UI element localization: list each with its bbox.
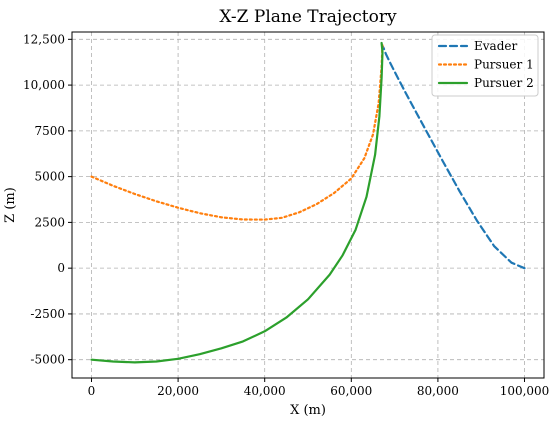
x-tick-label: 80,000 (417, 384, 459, 398)
legend-box (431, 34, 539, 97)
y-axis-label: Z (m) (3, 187, 18, 223)
y-tick-label: 7500 (34, 124, 65, 138)
axis-ticks: 0 20,000 40,000 60,000 80,000 100,000 -5000 -25… (23, 32, 549, 398)
plot-frame (71, 31, 545, 379)
legend: Evader Pursuer 1 Pursuer 2 (431, 34, 539, 97)
x-tick-label: 20,000 (157, 384, 199, 398)
x-tick-label: 100,000 (500, 384, 550, 398)
x-tick-label: 0 (88, 384, 96, 398)
series-lines (90, 41, 526, 364)
legend-label: Evader (474, 39, 517, 53)
legend-label: Pursuer 2 (474, 76, 534, 90)
x-tick-label: 60,000 (330, 384, 372, 398)
chart-title: X-Z Plane Trajectory (219, 7, 397, 27)
series-line-pursuer-1 (90, 43, 384, 221)
series-line-pursuer-2 (90, 41, 384, 364)
y-tick-label: -2500 (30, 307, 65, 321)
x-tick-label: 40,000 (244, 384, 286, 398)
y-tick-label: 2500 (34, 215, 65, 229)
y-tick-label: 12,500 (23, 32, 65, 46)
series-line-evader (380, 43, 526, 270)
y-tick-label: 10,000 (23, 78, 65, 92)
legend-label: Pursuer 1 (474, 58, 534, 72)
x-axis-label: X (m) (290, 403, 326, 418)
y-tick-label: -5000 (30, 353, 65, 367)
y-tick-label: 0 (57, 261, 65, 275)
y-tick-label: 5000 (34, 170, 65, 184)
